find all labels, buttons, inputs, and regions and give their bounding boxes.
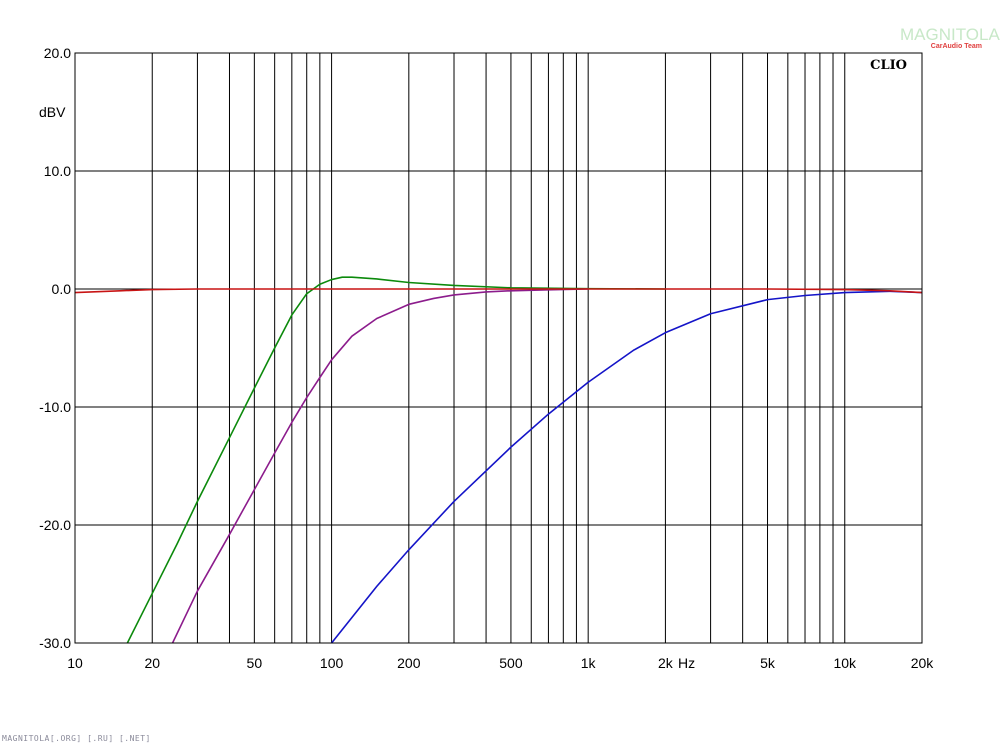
- y-tick-label: -20.0: [39, 517, 71, 533]
- plot-frame: [74, 52, 923, 644]
- y-tick-label: -10.0: [39, 399, 71, 415]
- y-tick-label: 0.0: [52, 281, 72, 297]
- y-tick-label: -30.0: [39, 635, 71, 651]
- watermark-sub-text: CarAudio Team: [931, 43, 982, 50]
- x-tick-label: 200: [397, 655, 421, 671]
- x-tick-label: 20k: [911, 655, 935, 671]
- grid: [75, 53, 922, 643]
- x-tick-label: 1k: [581, 655, 597, 671]
- x-tick-label: 20: [144, 655, 160, 671]
- y-tick-label: 10.0: [44, 163, 71, 179]
- watermark-logo: MAGNITOLA CarAudio Team: [900, 25, 1000, 50]
- y-axis-unit-label: dBV: [39, 104, 66, 120]
- clio-annotation: CLIO: [870, 58, 907, 73]
- x-tick-label: 10: [67, 655, 83, 671]
- series-line-2: [171, 288, 589, 643]
- x-tick-label: 2k: [658, 655, 674, 671]
- footer-text: MAGNITOLA[.ORG] [.RU] [.NET]: [2, 734, 151, 743]
- x-tick-label: 500: [499, 655, 523, 671]
- x-tick-label: 10k: [833, 655, 857, 671]
- x-tick-label: 100: [320, 655, 344, 671]
- series-line-3: [330, 290, 922, 643]
- x-tick-label: 50: [247, 655, 263, 671]
- series-line-1: [126, 276, 666, 643]
- tick-labels: 10 20 50 100 200 500 1k 2k 5k 10k 20k 20.0 10.0 0.0 -1…: [39, 45, 934, 671]
- series-layer: [75, 276, 922, 643]
- y-tick-label: 20.0: [44, 45, 71, 61]
- series-line-4: [75, 288, 922, 294]
- watermark-main-text: MAGNITOLA: [900, 25, 1000, 44]
- x-axis-unit-label: Hz: [678, 655, 695, 671]
- x-tick-label: 5k: [760, 655, 776, 671]
